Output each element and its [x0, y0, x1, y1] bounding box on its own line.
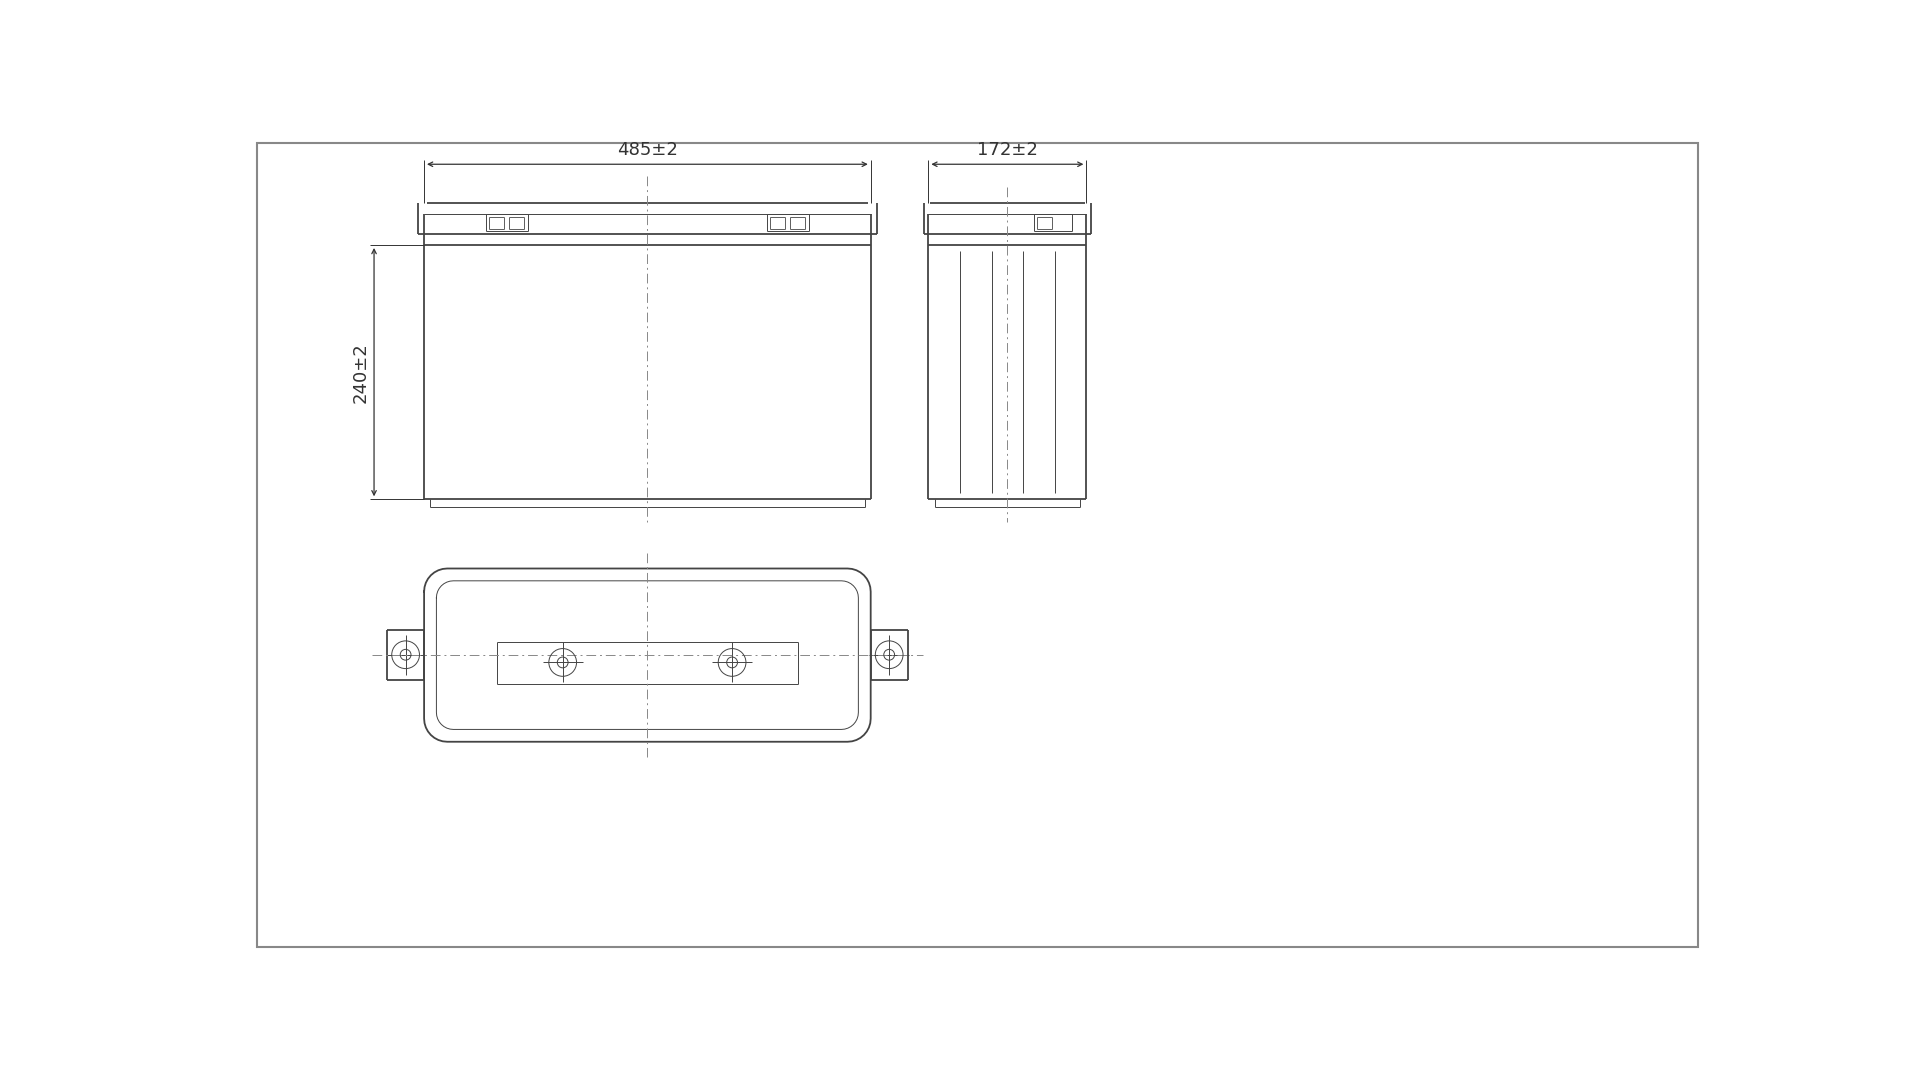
Text: 240±2: 240±2 [351, 341, 370, 403]
Text: 172±2: 172±2 [976, 141, 1037, 160]
Text: 485±2: 485±2 [618, 141, 677, 160]
